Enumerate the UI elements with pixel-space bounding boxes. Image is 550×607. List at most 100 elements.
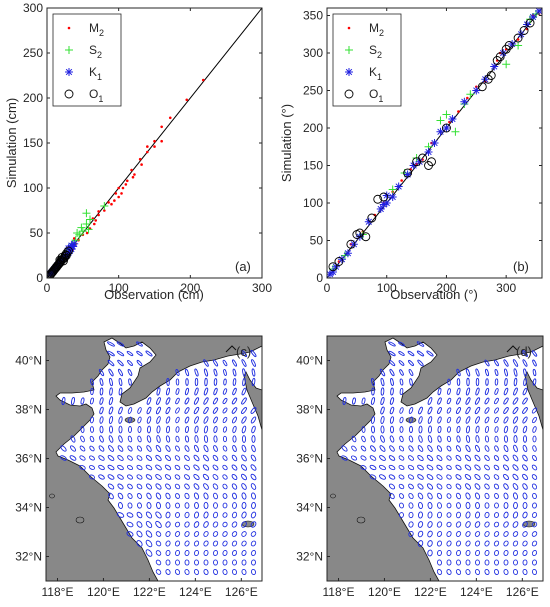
b-legend-subscript: 2 bbox=[377, 50, 382, 60]
d-tidal-ellipse bbox=[399, 512, 404, 518]
d-tidal-ellipse bbox=[436, 455, 443, 461]
d-tidal-ellipse bbox=[408, 416, 414, 424]
c-tidal-ellipse bbox=[213, 445, 218, 452]
d-tidal-ellipse bbox=[466, 377, 470, 387]
d-tidal-ellipse bbox=[446, 521, 452, 528]
c-tidal-ellipse bbox=[202, 473, 210, 481]
a-ytick-label: 250 bbox=[23, 46, 43, 60]
panel-d: 118°E 120°E 122°E 124°E 126°E 32°N 34°N 36°N 38°… bbox=[296, 335, 544, 599]
d-tidal-ellipse bbox=[379, 474, 386, 480]
c-tidal-ellipse bbox=[137, 416, 142, 424]
c-tidal-ellipse bbox=[222, 531, 228, 537]
d-tidal-ellipse bbox=[417, 359, 424, 367]
c-tidal-ellipse bbox=[231, 521, 238, 528]
c-tidal-ellipse bbox=[184, 464, 190, 471]
d-tidal-ellipse bbox=[341, 455, 348, 461]
c-tidal-ellipse bbox=[231, 550, 238, 556]
d-tidal-ellipse bbox=[523, 368, 527, 377]
c-ytick-label: 32°N bbox=[15, 550, 42, 564]
d-tidal-ellipse bbox=[512, 397, 519, 405]
c-tidal-ellipse bbox=[184, 425, 190, 434]
c-tidal-ellipse bbox=[184, 540, 190, 547]
panel-c-map bbox=[46, 336, 262, 581]
c-tidal-ellipse bbox=[107, 341, 115, 347]
c-tidal-ellipse bbox=[61, 396, 66, 406]
a-point-m2 bbox=[124, 183, 128, 186]
a-point-s2 bbox=[75, 230, 84, 239]
c-tidal-ellipse bbox=[175, 416, 180, 424]
panel-d-map bbox=[327, 336, 543, 581]
d-tidal-ellipse bbox=[427, 521, 433, 528]
d-tidal-ellipse bbox=[513, 435, 518, 443]
d-tidal-ellipse bbox=[503, 540, 509, 547]
c-tidal-ellipse bbox=[184, 569, 190, 575]
panel-b-xlabel: Observation (°) bbox=[390, 287, 478, 302]
d-tidal-ellipse bbox=[437, 511, 442, 519]
b-xtick-label: 300 bbox=[496, 281, 516, 295]
d-tidal-ellipse bbox=[493, 483, 500, 490]
c-tidal-ellipse bbox=[194, 435, 199, 443]
d-tidal-ellipse bbox=[475, 416, 480, 424]
c-tidal-ellipse bbox=[165, 540, 171, 547]
c-tidal-ellipse bbox=[175, 512, 180, 518]
d-tidal-ellipse bbox=[437, 406, 442, 415]
panel-d-ellipses bbox=[341, 341, 538, 576]
d-tidal-ellipse bbox=[408, 492, 414, 500]
c-tidal-ellipse bbox=[231, 464, 238, 471]
d-tidal-ellipse bbox=[436, 492, 443, 500]
d-tidal-ellipse bbox=[503, 359, 509, 367]
c-tidal-ellipse bbox=[222, 464, 228, 471]
a-ytick-label: 50 bbox=[30, 226, 44, 240]
c-tidal-ellipse bbox=[231, 540, 238, 547]
b-point-o1 bbox=[367, 213, 377, 223]
c-tidal-ellipse bbox=[127, 435, 133, 443]
c-tidal-ellipse bbox=[203, 406, 209, 415]
c-tidal-ellipse bbox=[164, 464, 172, 471]
d-tidal-ellipse bbox=[426, 350, 434, 357]
b-point-o1 bbox=[346, 239, 356, 249]
a-point-m2 bbox=[131, 175, 135, 179]
c-tidal-ellipse bbox=[137, 435, 142, 443]
d-tidal-ellipse bbox=[456, 368, 461, 377]
c-tidal-ellipse bbox=[193, 483, 200, 490]
d-tidal-ellipse bbox=[465, 492, 471, 500]
d-tidal-ellipse bbox=[531, 531, 538, 537]
b-point-k1-stroke bbox=[482, 76, 489, 83]
c-tidal-ellipse bbox=[136, 455, 143, 461]
d-tidal-ellipse bbox=[417, 474, 424, 480]
b-point-k1-stroke bbox=[517, 31, 525, 38]
a-legend-subscript: 1 bbox=[98, 94, 103, 104]
c-ytick-label: 34°N bbox=[15, 501, 42, 515]
c-tidal-ellipse bbox=[250, 464, 257, 471]
d-tidal-ellipse bbox=[446, 493, 452, 499]
c-tidal-ellipse bbox=[156, 435, 161, 443]
c-tidal-ellipse bbox=[222, 540, 228, 547]
a-point-m2 bbox=[110, 202, 113, 206]
d-tidal-ellipse bbox=[504, 368, 508, 377]
panel-c-coast-detail bbox=[225, 345, 237, 353]
c-tidal-ellipse bbox=[222, 397, 228, 405]
b-point-s2 bbox=[451, 127, 460, 136]
c-tidal-ellipse bbox=[117, 483, 124, 490]
c-tidal-ellipse bbox=[251, 359, 256, 367]
c-tidal-ellipse bbox=[241, 483, 247, 490]
panel-b-label: (b) bbox=[513, 259, 529, 274]
c-tidal-ellipse bbox=[231, 531, 238, 537]
b-ytick-label: 300 bbox=[303, 46, 323, 60]
a-point-m2 bbox=[146, 145, 149, 148]
a-point-m2 bbox=[107, 201, 110, 204]
c-tidal-ellipse bbox=[155, 483, 162, 490]
d-tidal-ellipse bbox=[531, 464, 538, 471]
c-tidal-ellipse bbox=[212, 549, 219, 557]
d-tidal-ellipse bbox=[465, 416, 471, 424]
d-tidal-ellipse bbox=[475, 387, 480, 396]
d-tidal-ellipse bbox=[380, 406, 385, 415]
d-tidal-ellipse bbox=[531, 521, 538, 528]
d-tidal-ellipse bbox=[446, 397, 452, 405]
d-tidal-ellipse bbox=[474, 464, 481, 471]
c-tidal-ellipse bbox=[174, 531, 181, 537]
c-tidal-ellipse bbox=[127, 474, 133, 480]
c-tidal-ellipse bbox=[184, 511, 190, 519]
b-point-m2 bbox=[400, 179, 403, 182]
